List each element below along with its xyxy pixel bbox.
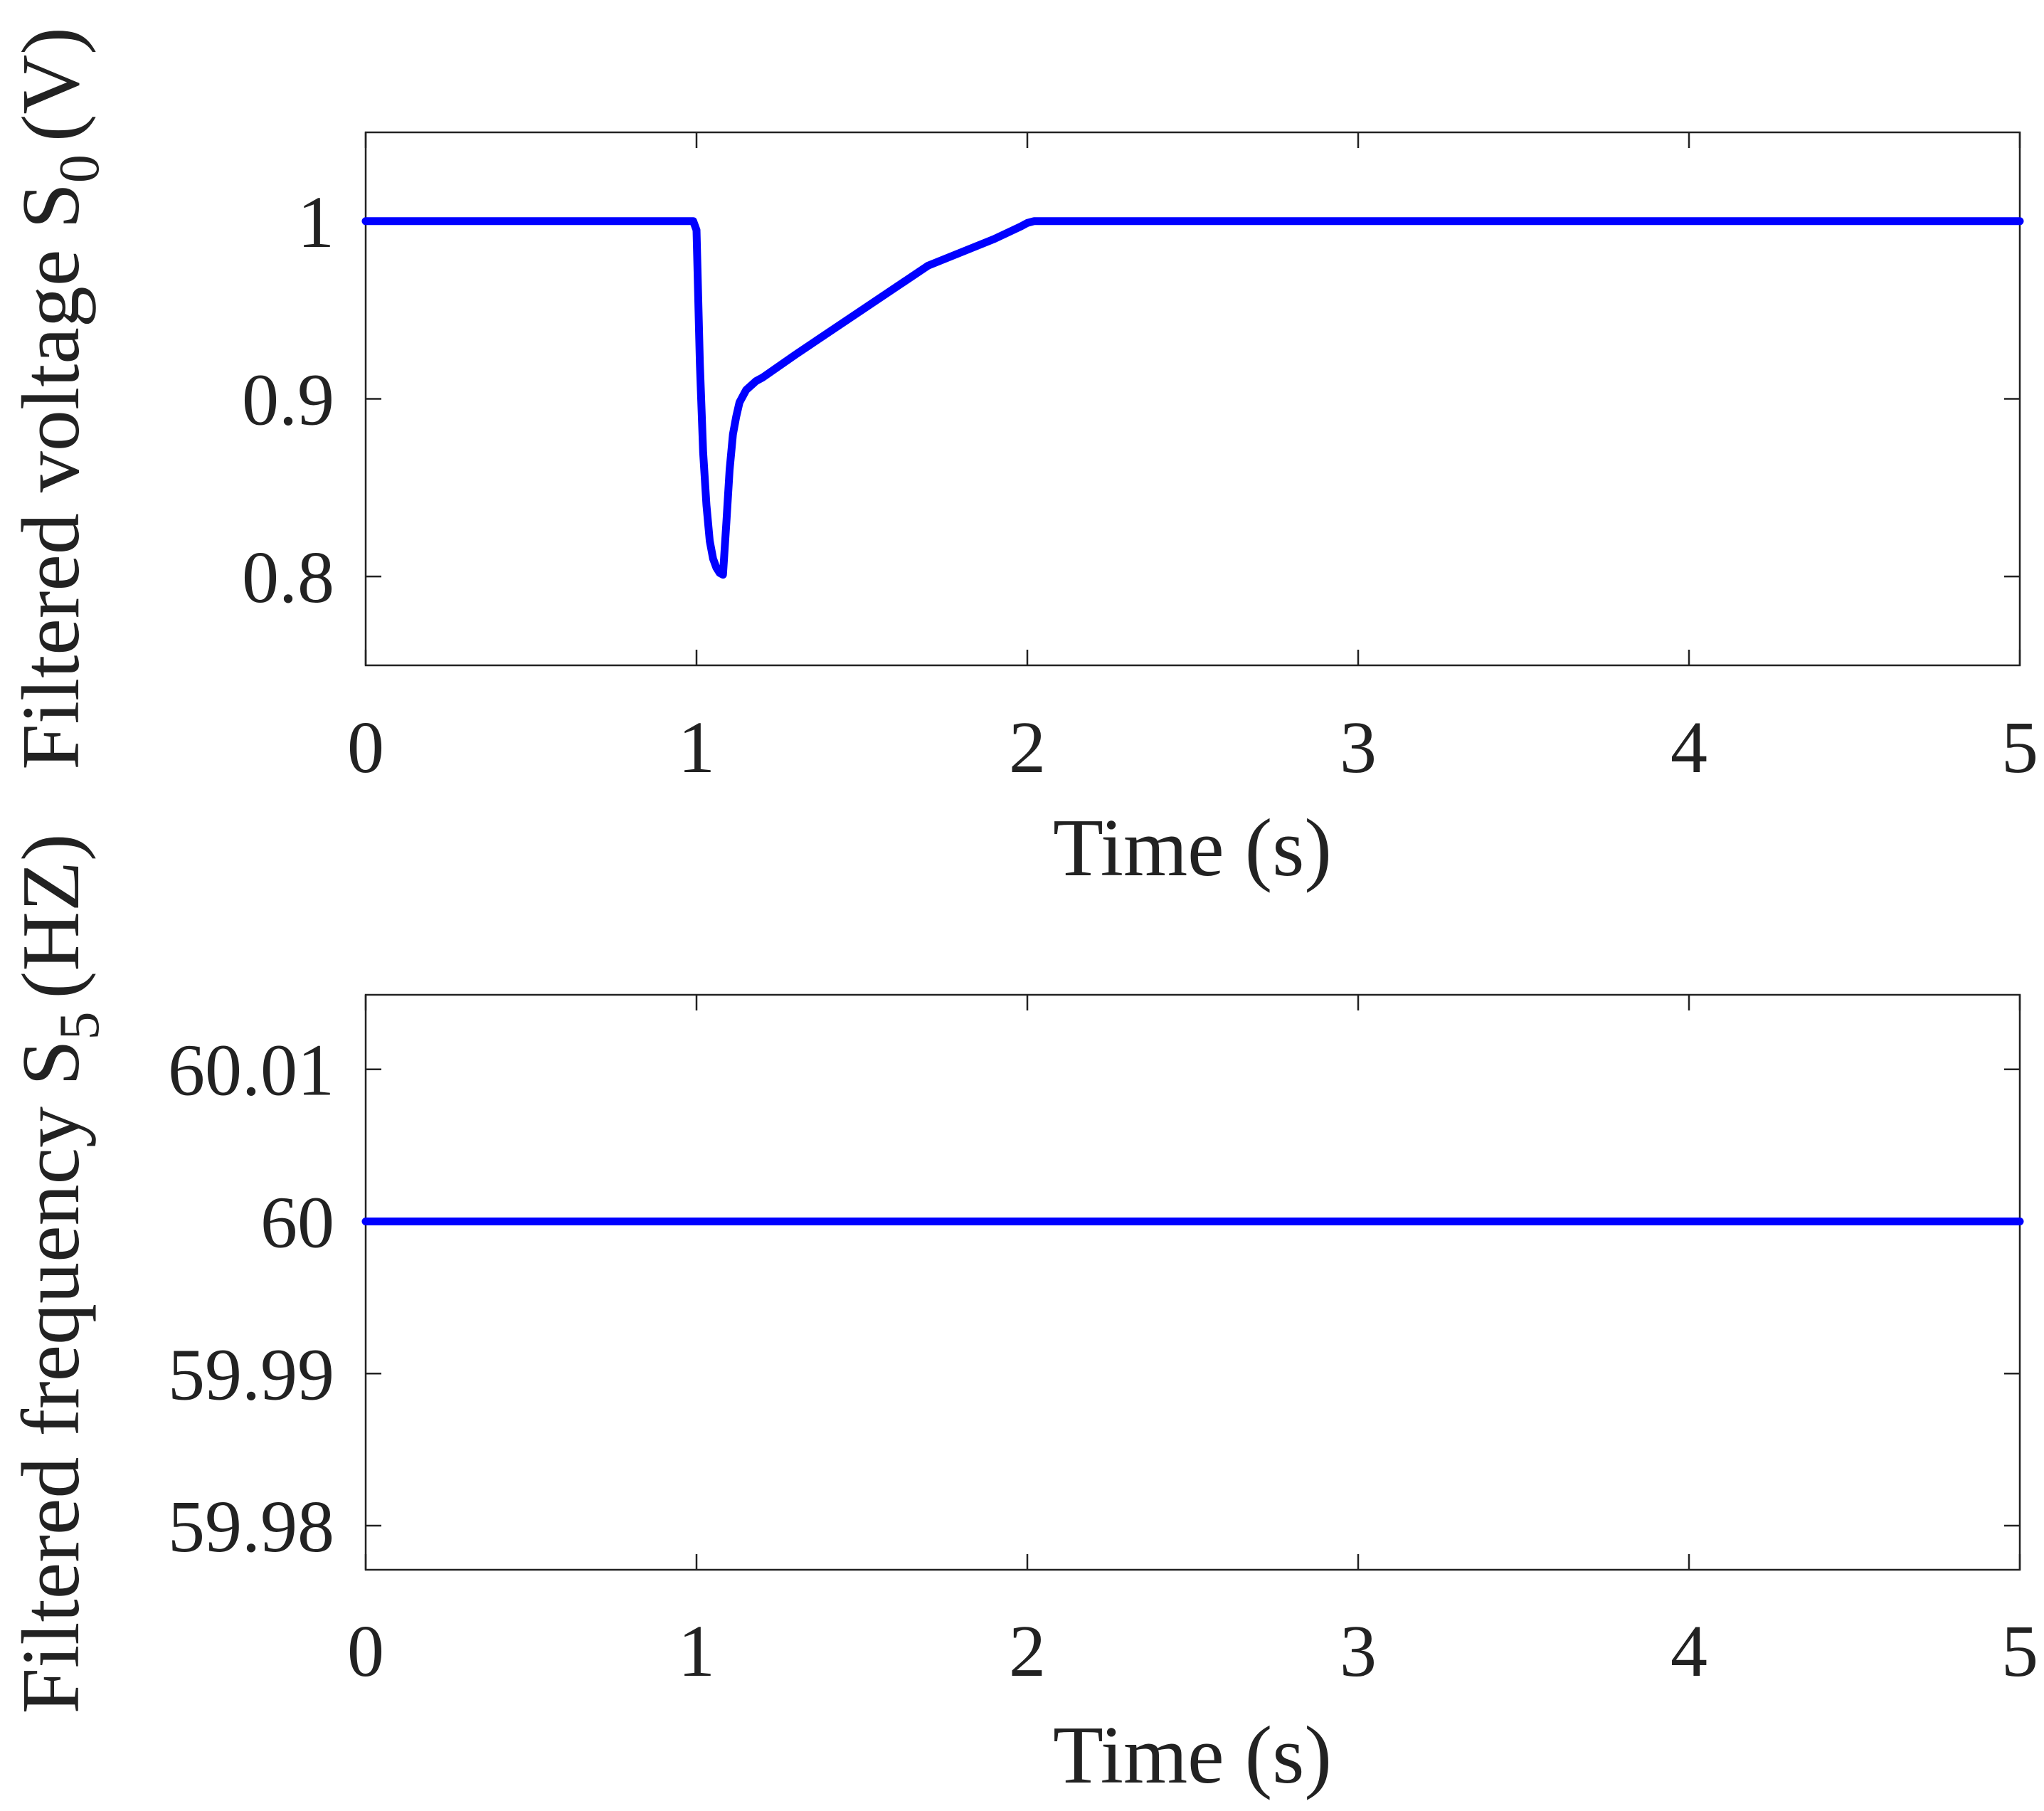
voltage-x-tick-label: 1 <box>678 707 715 788</box>
frequency-y-tick-label: 60.01 <box>168 1030 334 1112</box>
voltage-line-group <box>361 217 2024 579</box>
voltage-y-tick-label: 1 <box>297 181 334 263</box>
frequency-y-tick-label: 59.98 <box>168 1486 334 1568</box>
voltage-x-tick-label: 5 <box>2001 707 2038 788</box>
voltage-x-tick-label: 2 <box>1009 707 1046 788</box>
voltage-x-tick-label: 3 <box>1340 707 1377 788</box>
voltage-axes-box <box>364 131 2021 667</box>
voltage-x-axis-label: Time (s) <box>1053 803 1332 894</box>
voltage-y-tick-label: 0.8 <box>242 537 334 618</box>
frequency-x-tick-label: 4 <box>1670 1610 1707 1692</box>
frequency-x-tick-label: 1 <box>678 1610 715 1692</box>
frequency-x-tick-label: 0 <box>347 1610 384 1692</box>
voltage-panel: 0 1 2 3 4 5 0.8 0.9 1 Time (s) Filtered voltage … <box>6 27 2038 894</box>
frequency-x-axis-label: Time (s) <box>1053 1710 1332 1801</box>
frequency-y-tick-label: 60 <box>260 1181 334 1263</box>
frequency-ticks <box>364 995 2021 1570</box>
voltage-y-axis-label-main: Filtered voltage S <box>6 183 97 770</box>
voltage-y-axis-label-subscript: 0 <box>48 154 111 183</box>
voltage-y-axis-label: Filtered voltage S0 (V) <box>6 27 111 770</box>
frequency-axes-box <box>364 993 2021 1571</box>
frequency-y-tick-label: 59.99 <box>168 1334 334 1415</box>
voltage-tick-labels: 0 1 2 3 4 5 0.8 0.9 1 <box>242 181 2038 788</box>
frequency-y-axis-label-subscript: 5 <box>48 1011 111 1040</box>
frequency-tick-labels: 0 1 2 3 4 5 59.98 59.99 60 60.01 <box>168 1030 2038 1692</box>
voltage-y-axis-label-unit: (V) <box>6 27 97 142</box>
frequency-x-tick-label: 2 <box>1009 1610 1046 1692</box>
frequency-y-axis-label-unit: (HZ) <box>6 834 97 999</box>
voltage-x-tick-label: 4 <box>1670 707 1707 788</box>
frequency-y-axis-label-main: Filtered frequency S <box>6 1040 97 1714</box>
voltage-x-tick-label: 0 <box>347 707 384 788</box>
voltage-y-tick-label: 0.9 <box>242 359 334 441</box>
frequency-panel: 0 1 2 3 4 5 59.98 59.99 60 60.01 Time (s) Filtere… <box>6 834 2038 1801</box>
voltage-series-line <box>361 217 2024 579</box>
frequency-x-tick-label: 3 <box>1340 1610 1377 1692</box>
frequency-x-tick-label: 5 <box>2001 1610 2038 1692</box>
frequency-y-axis-label: Filtered frequency S5 (HZ) <box>6 834 111 1714</box>
